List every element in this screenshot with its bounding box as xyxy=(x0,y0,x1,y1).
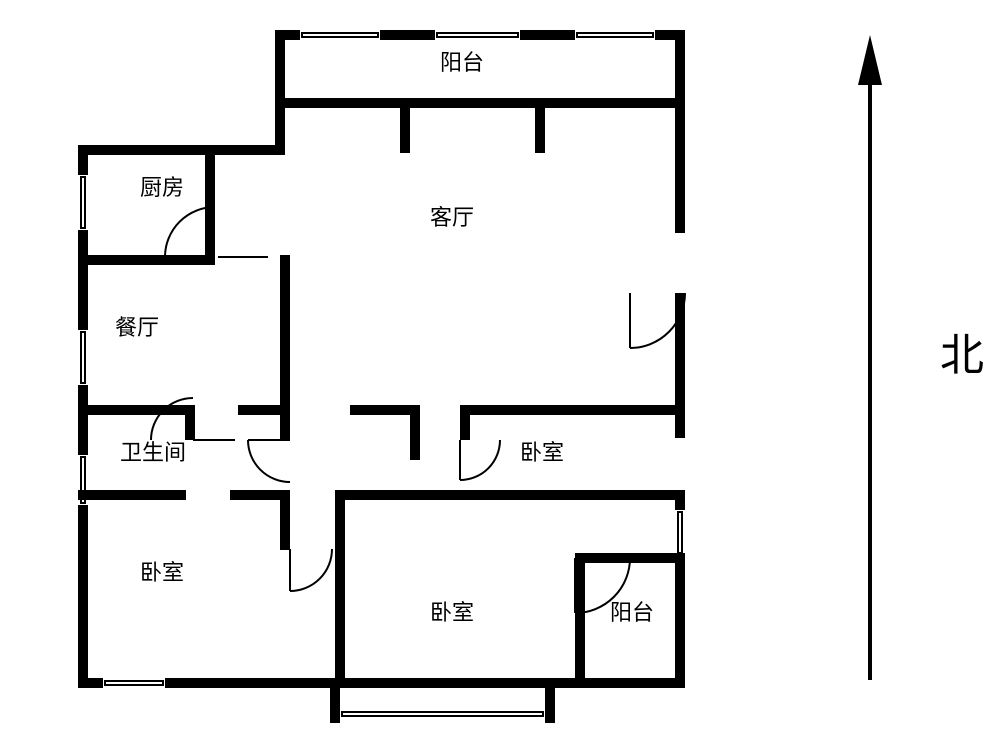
wall xyxy=(335,490,345,688)
compass-label: 北 xyxy=(940,331,984,380)
room-label-balcony-br: 阳台 xyxy=(610,600,654,625)
room-label-bathroom: 卫生间 xyxy=(120,440,186,465)
floorplan-canvas: 阳台厨房客厅餐厅卫生间卧室卧室卧室阳台北 xyxy=(0,0,1000,750)
wall xyxy=(520,30,575,40)
wall xyxy=(350,405,420,415)
wall xyxy=(280,405,290,440)
wall xyxy=(535,98,545,153)
wall xyxy=(280,490,290,550)
wall xyxy=(280,255,290,410)
wall xyxy=(78,145,88,175)
room-label-bedroom-bottom: 卧室 xyxy=(430,600,474,625)
wall xyxy=(400,98,410,153)
wall xyxy=(460,405,685,415)
wall xyxy=(335,490,685,500)
wall xyxy=(78,425,88,455)
room-label-dining: 餐厅 xyxy=(115,315,159,340)
wall xyxy=(78,300,88,330)
wall xyxy=(78,678,103,688)
wall xyxy=(275,30,300,40)
wall xyxy=(275,98,685,108)
wall xyxy=(380,30,435,40)
room-label-kitchen: 厨房 xyxy=(140,175,184,200)
wall xyxy=(575,553,585,688)
room-label-living: 客厅 xyxy=(430,205,474,230)
wall xyxy=(545,678,555,723)
wall xyxy=(78,145,285,155)
wall xyxy=(78,505,88,685)
wall xyxy=(185,405,195,440)
wall xyxy=(460,405,470,440)
room-label-bedroom-left: 卧室 xyxy=(140,560,184,585)
wall xyxy=(410,405,420,460)
wall xyxy=(78,490,186,500)
room-label-balcony-top: 阳台 xyxy=(440,50,484,75)
canvas-bg xyxy=(0,0,1000,750)
wall xyxy=(675,30,685,100)
wall xyxy=(165,678,685,688)
room-label-bedroom-right: 卧室 xyxy=(520,440,564,465)
wall xyxy=(78,405,193,415)
wall xyxy=(330,678,340,723)
wall xyxy=(675,98,685,233)
wall xyxy=(205,145,215,260)
wall xyxy=(675,555,685,688)
wall xyxy=(275,30,285,150)
wall xyxy=(78,255,215,265)
